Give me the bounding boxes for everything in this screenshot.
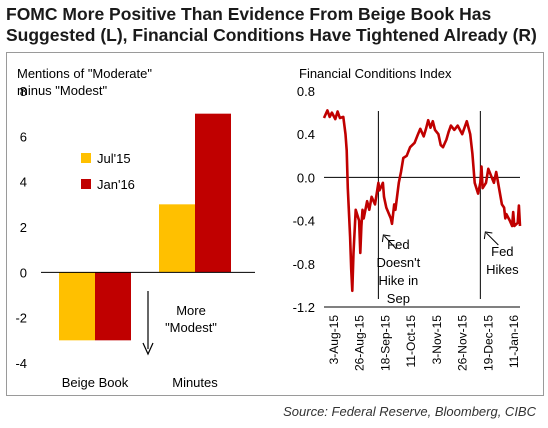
legend-label: Jan'16	[97, 177, 135, 192]
bar-series	[59, 113, 231, 341]
bar-y-tick-label: 8	[20, 84, 27, 99]
line-chart-title: Financial Conditions Index	[299, 66, 452, 81]
event-markers	[377, 111, 481, 299]
line-x-tick-label: 3-Aug-15	[327, 315, 341, 365]
event-arrow-shaft	[384, 235, 397, 250]
fci-series-line	[322, 109, 522, 293]
event-label-dec: Hikes	[486, 262, 519, 277]
event-label-sep: Fed	[387, 237, 409, 252]
bar-y-tick-label: -2	[15, 311, 27, 326]
bar-jul15-0	[59, 272, 95, 341]
line-y-tick-label: 0.8	[297, 84, 315, 99]
more-modest-arrow-head	[142, 342, 154, 356]
bar-y-tick-label: 2	[20, 220, 27, 235]
legend-swatch	[81, 179, 91, 189]
event-label-dec: Fed	[491, 244, 513, 259]
line-y-axis: -1.2 -0.8 -0.4 0.0 0.4 0.8	[293, 84, 315, 315]
annotation-modest: "Modest"	[165, 320, 217, 335]
line-x-tick-label: 19-Dec-15	[481, 315, 495, 371]
bar-category-label: Minutes	[172, 375, 218, 390]
line-x-tick-label: 26-Aug-15	[353, 315, 367, 371]
event-label-sep: Hike in	[379, 273, 419, 288]
event-label-sep: Sep	[387, 291, 410, 306]
line-y-tick-label: 0.0	[297, 170, 315, 185]
line-x-tick-label: 26-Nov-15	[456, 315, 470, 371]
legend-swatch	[81, 153, 91, 163]
chart-title-line2: Suggested (L), Financial Conditions Have…	[6, 25, 537, 45]
line-y-tick-label: -1.2	[293, 300, 315, 315]
legend-label: Jul'15	[97, 151, 131, 166]
line-y-tick-label: -0.8	[293, 257, 315, 272]
line-chart: Financial Conditions Index -1.2 -0.8 -0.4 0…	[293, 66, 522, 371]
line-x-tick-label: 11-Jan-16	[507, 315, 521, 368]
bar-chart: Mentions of "Moderate" minus "Modest" -4…	[15, 66, 255, 390]
bar-jan16-0	[95, 272, 131, 341]
annotation-more: More	[176, 303, 206, 318]
bar-chart-title-line1: Mentions of "Moderate"	[17, 66, 152, 81]
event-labels: Fed Doesn't Hike in Sep Fed Hikes	[377, 231, 519, 306]
bar-category-label: Beige Book	[62, 375, 129, 390]
line-y-tick-label: -0.4	[293, 214, 315, 229]
event-arrow-shaft	[485, 232, 499, 246]
bar-y-tick-label: 6	[20, 129, 27, 144]
bar-legend: Jul'15 Jan'16	[81, 151, 135, 192]
line-x-tick-labels: 3-Aug-15 26-Aug-15 18-Sep-15 11-Oct-15 3-Nov…	[327, 315, 521, 371]
bar-y-axis: -4 -2 0 2 4 6 8	[15, 84, 27, 371]
source-note: Source: Federal Reserve, Bloomberg, CIBC	[283, 404, 536, 419]
event-arrow-head	[381, 234, 391, 243]
chart-frame: Mentions of "Moderate" minus "Modest" -4…	[6, 52, 544, 396]
line-x-tick-label: 11-Oct-15	[404, 315, 418, 368]
line-x-tick-label: 3-Nov-15	[430, 315, 444, 365]
chart-title-line1: FOMC More Positive Than Evidence From Be…	[6, 4, 492, 24]
chart-canvas: Mentions of "Moderate" minus "Modest" -4…	[15, 66, 522, 390]
bar-category-labels: Beige Book Minutes	[62, 375, 219, 390]
chart-title: FOMC More Positive Than Evidence From Be…	[6, 4, 546, 46]
event-arrow-head	[483, 231, 493, 240]
bar-y-tick-label: 0	[20, 265, 27, 280]
bar-chart-title-line2: minus "Modest"	[17, 83, 108, 98]
bar-jan16-1	[195, 113, 231, 273]
event-label-sep: Doesn't	[377, 255, 421, 270]
line-y-tick-label: 0.4	[297, 127, 315, 142]
bar-y-tick-label: -4	[15, 356, 27, 371]
bar-jul15-1	[159, 204, 195, 273]
bar-y-tick-label: 4	[20, 175, 27, 190]
line-x-tick-label: 18-Sep-15	[378, 315, 392, 371]
